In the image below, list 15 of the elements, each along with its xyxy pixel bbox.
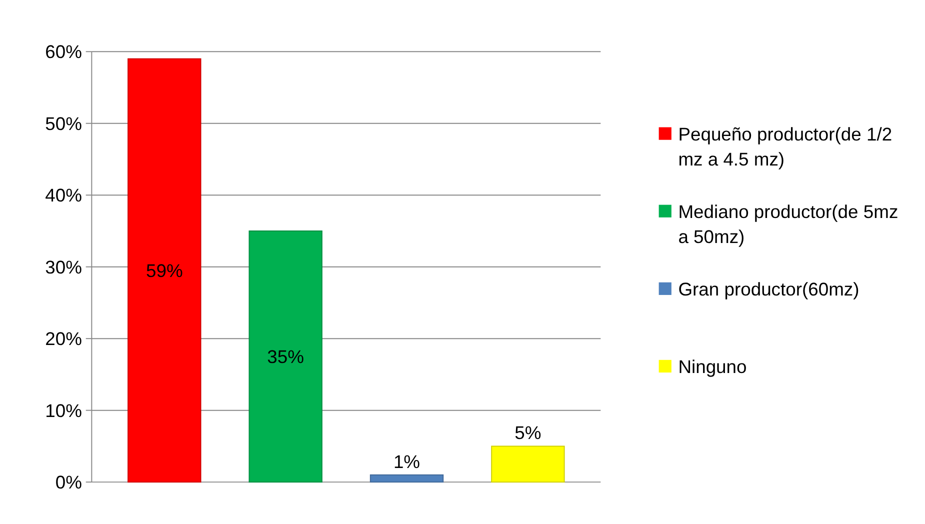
y-tick-label: 20% xyxy=(45,328,82,350)
y-tick-label: 30% xyxy=(45,256,82,278)
y-tick-label: 0% xyxy=(55,472,82,493)
legend-label: Mediano productor(de 5mz a 50mz) xyxy=(678,201,898,247)
legend-label: Ninguno xyxy=(678,356,747,378)
y-tick-label: 60% xyxy=(45,41,82,62)
data-label: 35% xyxy=(267,346,304,367)
y-tick-label: 50% xyxy=(45,112,82,134)
data-label: 59% xyxy=(146,260,183,281)
legend-label: Pequeño productor(de 1/2 mz a 4.5 mz) xyxy=(678,123,892,170)
data-label: 5% xyxy=(514,422,542,444)
y-tick-label: 10% xyxy=(45,400,82,421)
legend-label: Gran productor(60mz) xyxy=(678,278,860,300)
data-label: 1% xyxy=(393,450,420,472)
y-tick-label: 40% xyxy=(45,184,82,206)
